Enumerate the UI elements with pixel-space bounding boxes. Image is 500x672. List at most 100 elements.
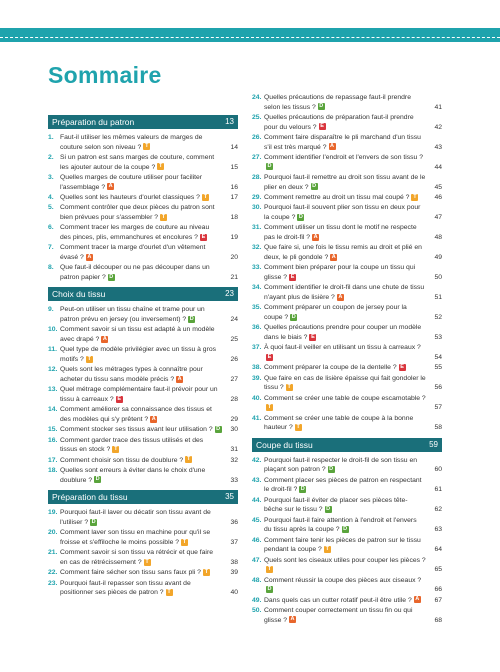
entry-text: Quelles sont les hauteurs d'ourlet class… [60,193,222,203]
entry-number: 27. [252,153,262,161]
entry-number: 16. [48,436,58,444]
toc-entry: 22. Comment faire sécher son tissu sans f… [48,568,238,578]
entry-text: Comment remettre au droit un tissu mal c… [264,193,426,203]
question: À quoi faut-il veiller en utilisant un t… [264,344,421,352]
toc-entry: 37. À quoi faut-il veiller en utilisant u… [252,343,442,362]
question: Quels sont les ciseaux utiles pour coupe… [264,556,426,564]
entry-page: 44 [434,163,442,171]
entry-number: 47. [252,556,262,564]
level-badge: T [201,193,209,201]
level-badge: A [176,375,184,383]
entry-number: 4. [48,193,54,201]
question: Quelles précautions de préparation faut-… [264,113,414,131]
toc-entry: 12. Quels sont les métrages types à conna… [48,365,238,384]
section-title: Choix du tissu [52,289,106,300]
toc-entry: 26. Comment faire disparaître le pli marc… [252,133,442,152]
toc-entry: 48. Comment réussir la coupe des pièces a… [252,576,442,595]
level-badge: A [336,293,344,301]
entry-number: 25. [252,113,262,121]
entry-page: 21 [230,273,238,281]
entry-page: 31 [230,446,238,454]
toc-entry: 28. Pourquoi faut-il remettre au droit so… [252,173,442,192]
toc-entry: 50. Comment couper correctement un tissu … [252,606,442,625]
section-title: Préparation du patron [52,117,135,127]
entry-number: 37. [252,344,262,352]
toc-entry: 14. Comment améliorer sa connaissance des… [48,405,238,424]
band-stitch [0,37,500,38]
page-title: Sommaire [48,62,162,88]
entry-text: Comment stocker ses tissus avant leur ut… [60,425,222,435]
entry-page: 33 [230,476,238,484]
question: Quelles sont les hauteurs d'ourlet class… [60,193,200,201]
entry-page: 51 [434,293,442,301]
entry-page: 41 [434,103,442,111]
question: Comment couper correctement un tissu fin… [264,607,413,624]
entry-number: 22. [48,569,58,577]
entry-number: 34. [252,284,262,292]
entry-page: 68 [434,616,442,624]
toc-entry: 42. Pourquoi faut-il respecter le droit-f… [252,456,442,475]
entry-text: Comment identifier l'endroit et l'envers… [264,153,426,172]
section-title: Coupe du tissu [256,439,313,450]
entry-number: 10. [48,326,58,334]
entry-number: 17. [48,456,58,464]
entry-text: Pourquoi faut-il faire attention à l'end… [264,516,426,535]
toc-entry: 49. Dans quels cas un cutter rotatif peut… [252,596,442,606]
level-badge: E [289,273,297,281]
entry-text: Comment réussir la coupe des pièces aux … [264,576,426,595]
toc-entry: 7. Comment tracer la marge d'ourlet d'un … [48,243,238,262]
toc-entry: 25. Quelles précautions de préparation fa… [252,113,442,132]
level-badge: T [85,355,93,363]
question: Que faire en cas de lisière épaisse qui … [264,374,426,392]
entry-number: 8. [48,264,54,272]
toc-entry: 21. Comment savoir si son tissu va rétréc… [48,548,238,567]
entry-text: Comment tracer les marges de couture au … [60,223,222,242]
entry-number: 29. [252,193,262,201]
entry-page: 47 [434,213,442,221]
level-badge: E [266,353,273,361]
entry-page: 61 [434,486,442,494]
question: Quelles précautions prendre pour couper … [264,324,422,341]
entry-page: 66 [434,586,442,594]
question: Comment améliorer sa connaissance des ti… [60,406,212,423]
entry-number: 36. [252,324,262,332]
entry-text: Comment bien préparer pour la coupe un t… [264,263,426,282]
entry-text: Quel type de modèle privilégier avec un … [60,345,222,364]
entry-number: 15. [48,426,58,434]
toc-entry: 31. Comment utiliser un tissu dont le mot… [252,223,442,242]
question: Comment identifier le droit-fil dans une… [264,284,425,301]
level-badge: A [312,233,320,241]
entry-number: 20. [48,529,58,537]
toc-entry: 24. Quelles précautions de repassage faut… [252,93,442,112]
entry-text: Quelles sont erreurs à éviter dans le ch… [60,466,222,485]
toc-entry: 27. Comment identifier l'endroit et l'env… [252,153,442,172]
entry-number: 11. [48,346,58,354]
level-badge: A [330,253,338,261]
entry-page: 38 [230,558,238,566]
level-badge: D [324,506,332,513]
entry-number: 42. [252,456,262,464]
question: Comment faire tenir les pièces de patron… [264,536,421,554]
entry-text: Comment contrôler que deux pièces du pat… [60,203,222,222]
level-badge: T [181,538,189,546]
section-header: Préparation du patron 13 [48,115,238,129]
level-badge: D [107,273,115,281]
question: Comment identifier l'endroit et l'envers… [264,153,424,161]
toc-entry: 36. Quelles précautions prendre pour coup… [252,323,442,342]
toc-entry: 41. Comment se créer une table de coupe à… [252,414,442,433]
entry-page: 37 [230,538,238,546]
entry-page: 29 [230,416,238,423]
section-page: 23 [225,289,234,299]
entry-page: 60 [434,466,442,474]
level-badge: D [299,486,307,494]
entry-number: 18. [48,467,58,475]
entry-page: 62 [434,506,442,514]
question: Comment préparer la coupe de la dentelle… [264,364,397,372]
entry-page: 65 [434,566,442,574]
entry-text: Pourquoi faut-il remettre au droit son t… [264,173,426,192]
question: Quels sont les métrages types à connaîtr… [60,366,203,384]
toc-entry: 8. Que faut-il découper ou ne pas découpe… [48,263,238,282]
entry-number: 21. [48,549,58,557]
level-badge: E [115,395,123,403]
entry-text: Quels sont les ciseaux utiles pour coupe… [264,556,426,575]
